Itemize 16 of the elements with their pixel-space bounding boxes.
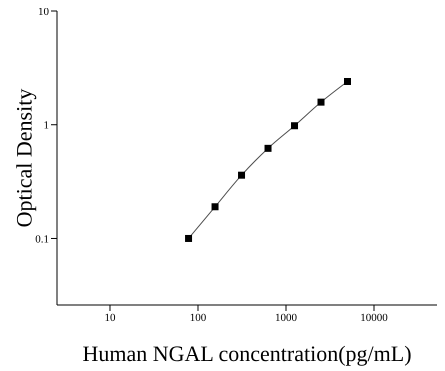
point — [238, 172, 246, 179]
y-tick-label: 0.1 — [35, 233, 49, 246]
y-axis-title: Optical Density — [12, 88, 36, 228]
point — [185, 234, 192, 242]
x-tick-label: 10000 — [360, 312, 388, 324]
point — [264, 144, 272, 152]
point — [291, 122, 298, 130]
x-axis-title: Human NGAL concentration(pg/mL) — [82, 341, 412, 366]
x-tick-label: 10 — [104, 312, 116, 324]
point — [344, 78, 351, 85]
x-tick-label: 1000 — [274, 312, 298, 324]
x-tick-label: 100 — [190, 312, 207, 324]
point — [212, 203, 219, 210]
y-tick-label: 10 — [38, 6, 50, 18]
y-tick-label: 1 — [44, 120, 49, 132]
point — [318, 98, 325, 106]
